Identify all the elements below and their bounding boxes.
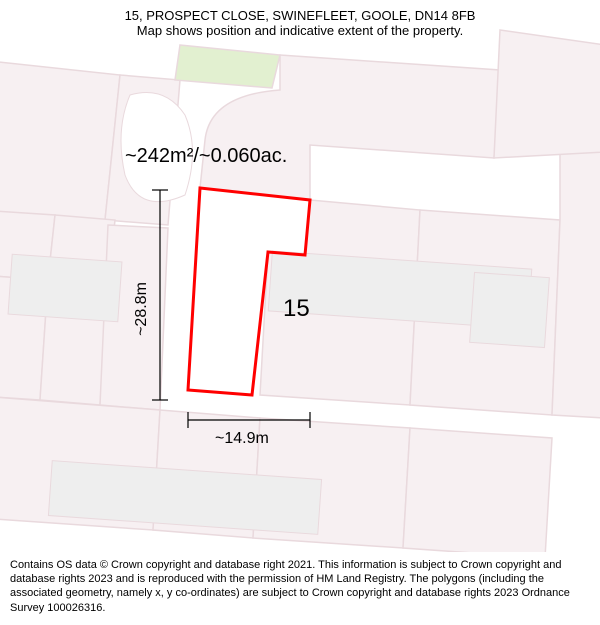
width-dimension-label: ~14.9m: [215, 430, 269, 448]
building: [8, 254, 122, 322]
header: 15, PROSPECT CLOSE, SWINEFLEET, GOOLE, D…: [0, 0, 600, 38]
page-title: 15, PROSPECT CLOSE, SWINEFLEET, GOOLE, D…: [0, 8, 600, 23]
parcel: [175, 45, 280, 88]
map-area: ~242m²/~0.060ac. ~28.8m ~14.9m 15: [0, 0, 600, 625]
parcel: [494, 30, 600, 158]
area-label: ~242m²/~0.060ac.: [125, 145, 287, 168]
footer-copyright: Contains OS data © Crown copyright and d…: [0, 552, 600, 625]
plot-number: 15: [283, 295, 310, 323]
parcel: [403, 428, 552, 558]
page-subtitle: Map shows position and indicative extent…: [0, 23, 600, 38]
building: [470, 272, 550, 347]
parcel: [0, 60, 120, 220]
parcel: [552, 140, 600, 420]
height-dimension-label: ~28.8m: [133, 282, 151, 336]
